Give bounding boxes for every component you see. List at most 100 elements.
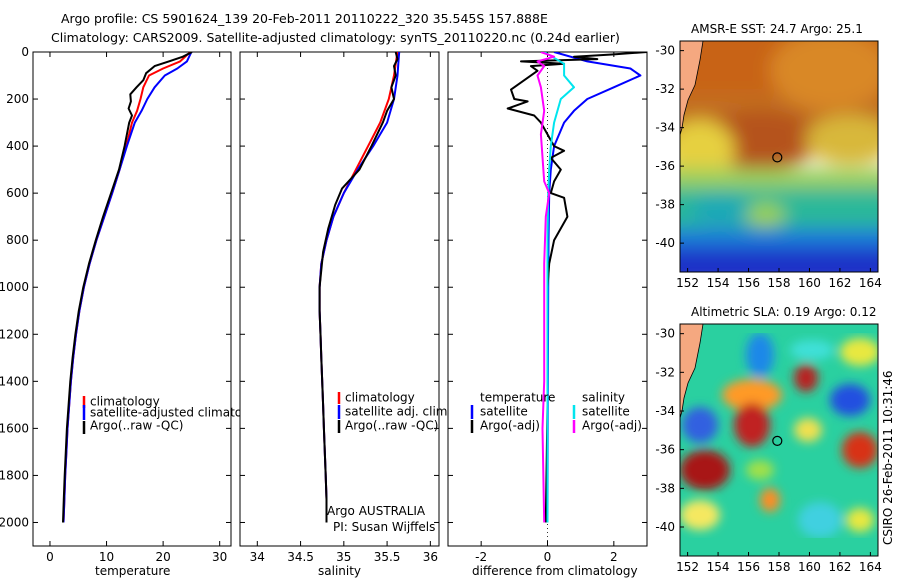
sst-map-panel: AMSR-E SST: 24.7 Argo: 25.1 152 154 156 158… [655, 22, 881, 290]
legend-label-temp-satellite: satellite [480, 405, 528, 419]
y-tick-label: 1800 [0, 468, 29, 482]
x-tick-label: 30 [212, 550, 227, 564]
map-lat-label: -32 [655, 82, 675, 96]
map-lat-label: -38 [655, 481, 675, 495]
map-lat-label: -36 [655, 159, 675, 173]
map-lon-label: 152 [676, 560, 699, 574]
x-tick-label: 34 [250, 550, 265, 564]
x-tick-label: 0 [46, 550, 54, 564]
sst-map-title: AMSR-E SST: 24.7 Argo: 25.1 [691, 22, 863, 36]
temperature-x-label: temperature [95, 564, 170, 578]
y-tick-label: 0 [21, 45, 29, 59]
legend-label-climatology: climatology [345, 391, 415, 405]
temperature-series [62, 52, 193, 523]
legend-heading-temperature: temperature [480, 391, 555, 405]
map-lon-label: 162 [828, 276, 851, 290]
credit-line1: Argo AUSTRALIA [327, 504, 426, 518]
map-lat-label: -34 [655, 121, 675, 135]
salinity-series [318, 52, 401, 523]
map-lat-label: -40 [655, 236, 675, 250]
y-tick-label: 800 [6, 233, 29, 247]
series-line-salinity-argo-adj- [536, 52, 556, 523]
temperature-panel: 0 200 400 600 800 1000 1200 1400 1600 1800 2000 0 1… [0, 45, 268, 578]
sst-map-ticks: 152 154 156 158 160 162 164 -30 -32 -34 -36 -38 -40 [655, 44, 881, 290]
legend-label-satellite: satellite-adjusted climatology [90, 406, 268, 420]
x-tick-label: 36 [423, 550, 438, 564]
y-tick-label: 1200 [0, 327, 29, 341]
series-line-argo-raw-qc- [318, 52, 399, 523]
salinity-x-label: salinity [318, 564, 361, 578]
temperature-legend: climatology satellite-adjusted climatolo… [82, 395, 268, 434]
australia-coast-land [680, 41, 704, 136]
temperature-x-ticks: 0 10 20 30 [33, 51, 231, 564]
y-tick-label: 200 [6, 92, 29, 106]
australia-coast-land [680, 324, 704, 419]
x-tick-label: 10 [99, 550, 114, 564]
sst-map-field [680, 41, 878, 272]
sla-map-panel: Altimetric SLA: 0.19 Argo: 0.12 [655, 305, 881, 574]
y-tick-label: 1600 [0, 421, 29, 435]
map-lon-label: 158 [768, 276, 791, 290]
legend-label-satellite: satellite adj. clim. [345, 405, 451, 419]
legend-label-temp-argo: Argo(-adj) [480, 419, 540, 433]
difference-legend: temperature satellite Argo(-adj) salinit… [470, 391, 642, 433]
map-lat-label: -32 [655, 365, 675, 379]
map-lon-label: 162 [828, 560, 851, 574]
x-tick-label: 2 [610, 550, 618, 564]
legend-label-argo: Argo(..raw -QC) [90, 419, 183, 433]
sla-map-title: Altimetric SLA: 0.19 Argo: 0.12 [691, 305, 876, 319]
side-timestamp-label: CSIRO 26-Feb-2011 10:31:46 [881, 370, 895, 545]
difference-x-label: difference from climatology [472, 564, 638, 578]
series-line-temperature-argo-adj- [506, 52, 647, 523]
y-tick-label: 1000 [0, 280, 29, 294]
series-line-argo-raw-qc- [62, 52, 193, 523]
y-tick-label: 400 [6, 139, 29, 153]
figure-title-line1: Argo profile: CS 5901624_139 20-Feb-2011… [61, 11, 548, 26]
x-tick-label: 34.5 [287, 550, 314, 564]
map-lat-label: -34 [655, 404, 675, 418]
difference-panel: -2 0 2 difference from climatology tempera… [447, 51, 648, 578]
y-tick-label: 1400 [0, 374, 29, 388]
map-lon-label: 160 [798, 560, 821, 574]
difference-series [506, 52, 647, 523]
difference-x-ticks: -2 0 2 [448, 51, 647, 564]
sla-map-field [680, 324, 878, 556]
salinity-axes-frame [239, 51, 440, 547]
legend-label-argo: Argo(..raw -QC) [345, 419, 438, 433]
salinity-x-ticks: 34 34.5 35 35.5 36 [240, 51, 439, 564]
x-tick-label: 20 [155, 550, 170, 564]
y-tick-label: 600 [6, 186, 29, 200]
x-tick-label: -2 [475, 550, 487, 564]
map-lon-label: 160 [798, 276, 821, 290]
map-lon-label: 152 [676, 276, 699, 290]
legend-label-sal-satellite: satellite [582, 405, 630, 419]
map-lon-label: 164 [859, 560, 882, 574]
argo-location-marker [772, 152, 783, 163]
map-lat-label: -40 [655, 520, 675, 534]
map-lat-label: -38 [655, 198, 675, 212]
map-lat-label: -30 [655, 44, 675, 58]
depth-axis-labels: 0 200 400 600 800 1000 1200 1400 1600 1800 2000 [0, 45, 29, 529]
x-tick-label: 0 [544, 550, 552, 564]
argo-location-marker [772, 435, 783, 446]
legend-label-climatology: climatology [90, 395, 160, 409]
figure-title-line2: Climatology: CARS2009. Satellite-adjuste… [51, 30, 620, 45]
y-tick-label: 2000 [0, 515, 29, 529]
map-lat-label: -36 [655, 443, 675, 457]
legend-label-sal-argo: Argo(-adj) [582, 419, 642, 433]
map-lon-label: 158 [768, 560, 791, 574]
map-lon-label: 154 [707, 560, 730, 574]
credit-line2: PI: Susan Wijffels [333, 520, 435, 534]
x-tick-label: 35 [336, 550, 351, 564]
legend-heading-salinity: salinity [582, 391, 625, 405]
sla-map-ticks: 152 154 156 158 160 162 164 -30 -32 -34 -36 -38 -40 [655, 327, 881, 574]
map-lat-label: -30 [655, 327, 675, 341]
series-line-salinity-satellite [543, 52, 575, 523]
map-lon-label: 156 [737, 276, 760, 290]
map-lon-label: 164 [859, 276, 882, 290]
x-tick-label: 35.5 [374, 550, 401, 564]
salinity-panel: 34 34.5 35 35.5 36 salinity climatology sate… [239, 51, 451, 578]
map-lon-label: 156 [737, 560, 760, 574]
salinity-legend: climatology satellite adj. clim. Argo(..… [337, 391, 451, 433]
